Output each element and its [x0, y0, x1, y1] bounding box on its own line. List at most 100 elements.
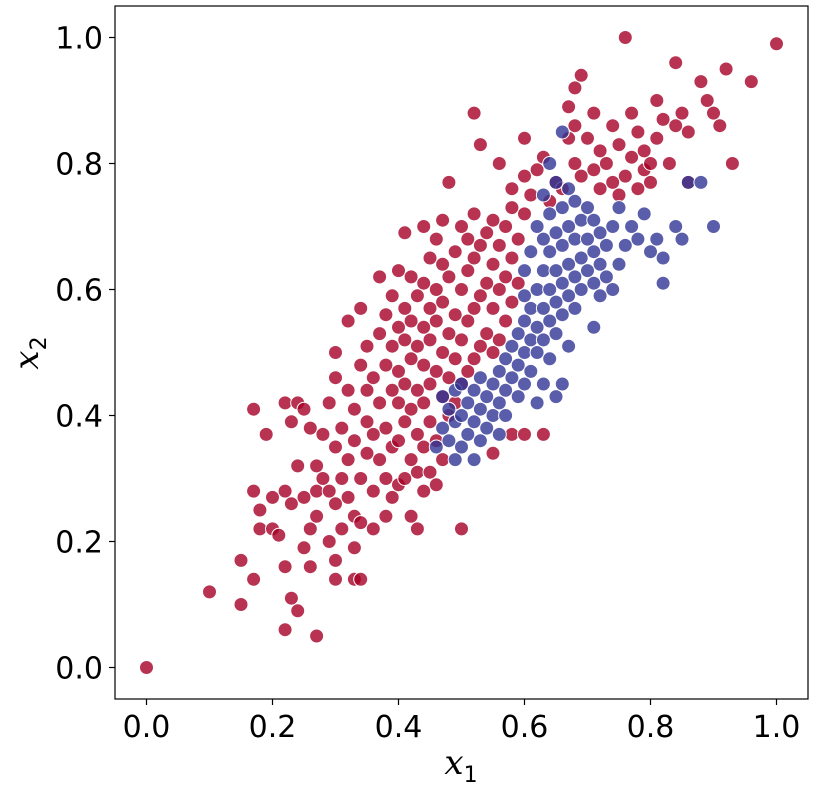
scatter-point-class-0: [466, 206, 482, 222]
scatter-point-class-1: [542, 351, 558, 367]
scatter-point-class-1: [542, 313, 558, 329]
scatter-point-class-0: [378, 307, 394, 323]
scatter-point-class-0: [718, 61, 734, 77]
scatter-point-class-1: [441, 401, 457, 417]
scatter-point-class-1: [592, 288, 608, 304]
scatter-point-class-0: [391, 263, 406, 279]
scatter-point-class-0: [454, 282, 469, 297]
scatter-point-class-0: [630, 124, 646, 140]
scatter-point-class-0: [472, 338, 488, 354]
scatter-point-class-0: [277, 559, 293, 575]
scatter-point-class-1: [535, 231, 551, 247]
scatter-point-class-0: [321, 483, 337, 499]
scatter-point-class-0: [454, 521, 469, 537]
scatter-point-class-0: [485, 256, 501, 272]
scatter-point-class-1: [573, 250, 589, 266]
scatter-point-class-0: [605, 118, 621, 134]
scatter-point-class-0: [246, 483, 262, 499]
scatter-point-class-1: [479, 389, 495, 405]
scatter-point-class-1: [466, 382, 482, 398]
scatter-point-class-1: [655, 275, 671, 291]
scatter-point-class-1: [485, 376, 501, 392]
scatter-point-class-0: [384, 489, 400, 505]
scatter-point-class-1: [605, 219, 621, 234]
scatter-point-class-0: [397, 225, 413, 241]
scatter-point-class-1: [535, 300, 551, 316]
scatter-point-class-0: [485, 212, 501, 228]
scatter-point-class-0: [466, 351, 482, 367]
scatter-point-class-0: [441, 269, 457, 285]
scatter-point-class-1: [510, 389, 526, 405]
scatter-point-class-0: [592, 181, 608, 197]
scatter-point-class-0: [409, 521, 425, 537]
scatter-point-class-0: [567, 156, 583, 171]
scatter-point-class-0: [271, 527, 287, 543]
scatter-point-class-0: [258, 426, 274, 442]
scatter-point-class-1: [580, 263, 595, 279]
scatter-point-class-0: [624, 105, 640, 121]
scatter-point-class-0: [384, 288, 400, 304]
scatter-point-class-1: [523, 332, 539, 348]
scatter-point-class-0: [353, 300, 369, 316]
scatter-point-class-1: [548, 225, 564, 241]
scatter-point-class-1: [460, 426, 476, 442]
scatter-point-class-0: [428, 282, 444, 297]
scatter-point-class-0: [416, 357, 432, 373]
scatter-point-class-0: [346, 540, 362, 556]
scatter-point-class-0: [649, 93, 665, 108]
scatter-point-class-0: [296, 401, 312, 417]
scatter-point-class-0: [252, 502, 268, 518]
scatter-point-class-0: [397, 414, 413, 430]
x-tick-label: 0.0: [123, 710, 171, 745]
scatter-point-class-1: [554, 200, 570, 216]
scatter-point-class-0: [422, 300, 438, 316]
scatter-point-class-1: [586, 212, 602, 228]
scatter-point-class-0: [340, 313, 356, 329]
scatter-point-class-0: [491, 237, 507, 253]
scatter-point-class-1: [586, 275, 602, 291]
scatter-point-class-1: [561, 181, 577, 197]
scatter-point-class-0: [315, 426, 331, 442]
scatter-point-class-1: [580, 231, 595, 247]
scatter-point-class-0: [283, 414, 299, 430]
scatter-point-class-0: [435, 256, 451, 272]
y-axis-label: x2: [7, 336, 52, 369]
scatter-point-class-1: [592, 256, 608, 272]
scatter-point-class-0: [661, 156, 677, 171]
scatter-point-class-0: [466, 105, 482, 121]
scatter-point-class-1: [447, 452, 463, 468]
scatter-point-class-0: [321, 395, 337, 411]
y-tick-label: 1.0: [55, 22, 103, 57]
scatter-point-class-1: [586, 319, 602, 335]
scatter-point-class-0: [479, 275, 495, 291]
scatter-point-class-1: [643, 244, 658, 260]
scatter-point-class-0: [630, 181, 646, 197]
scatter-point-class-1: [567, 193, 583, 209]
scatter-point-class-0: [328, 571, 343, 587]
scatter-point-class-0: [334, 521, 350, 537]
x-tick-label: 0.6: [501, 710, 549, 745]
scatter-point-class-0: [655, 111, 671, 127]
scatter-point-class-1: [548, 294, 564, 310]
scatter-point-class-1: [542, 156, 558, 171]
scatter-point-class-1: [535, 376, 551, 392]
scatter-point-class-0: [365, 370, 381, 386]
scatter-point-class-1: [542, 282, 558, 297]
scatter-point-class-0: [510, 275, 526, 291]
scatter-point-class-0: [246, 401, 262, 417]
x-axis-ticks: 0.0 0.2 0.4 0.6 0.8 1.0: [123, 699, 800, 745]
scatter-point-class-0: [668, 55, 684, 71]
scatter-point-class-1: [517, 313, 532, 329]
scatter-point-class-1: [485, 408, 501, 423]
scatter-point-class-1: [529, 345, 545, 360]
scatter-point-class-0: [372, 326, 388, 342]
scatter-point-class-1: [523, 300, 539, 316]
scatter-point-class-0: [139, 660, 154, 675]
scatter-point-class-0: [290, 458, 306, 474]
scatter-point-class-0: [592, 143, 608, 159]
scatter-point-class-1: [454, 408, 469, 423]
scatter-point-class-0: [296, 540, 312, 556]
scatter-point-class-1: [567, 269, 583, 285]
scatter-point-class-0: [529, 162, 545, 178]
scatter-point-class-0: [353, 515, 369, 531]
